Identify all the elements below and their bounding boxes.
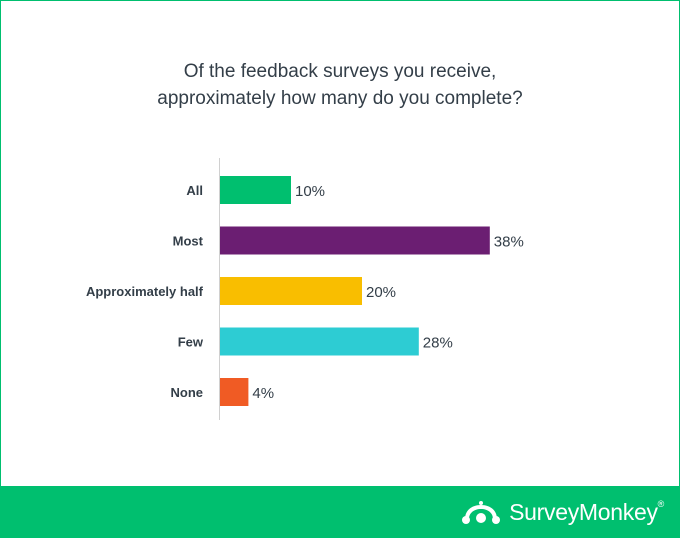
category-label: Approximately half bbox=[86, 284, 204, 299]
value-label: 20% bbox=[366, 284, 396, 301]
bar-chart: All 10% Most 38% Approximately half 20% Few 28%… bbox=[86, 158, 524, 420]
registered-mark: ® bbox=[657, 498, 665, 509]
category-label: All bbox=[186, 183, 203, 198]
chart-title: Of the feedback surveys you receive, app… bbox=[90, 58, 590, 112]
category-label: Most bbox=[173, 234, 204, 249]
category-label: None bbox=[171, 385, 204, 400]
bar bbox=[220, 378, 249, 406]
value-label: 38% bbox=[494, 234, 524, 251]
footer-bar: SurveyMonkey® bbox=[0, 486, 680, 538]
chart-title-line-1: Of the feedback surveys you receive, bbox=[183, 61, 497, 82]
value-label: 4% bbox=[252, 385, 274, 402]
monkey-logo-icon bbox=[462, 501, 501, 524]
bar bbox=[220, 277, 362, 305]
bar bbox=[220, 176, 291, 204]
category-label: Few bbox=[178, 335, 204, 350]
value-label: 28% bbox=[423, 335, 453, 352]
bar bbox=[220, 327, 419, 356]
brand-name: SurveyMonkey® bbox=[509, 498, 665, 525]
bar bbox=[220, 226, 490, 255]
chart-title-line-2: approximately how many do you complete? bbox=[157, 88, 523, 109]
value-label: 10% bbox=[295, 183, 325, 200]
surveymonkey-logo[interactable]: SurveyMonkey® bbox=[461, 498, 664, 526]
